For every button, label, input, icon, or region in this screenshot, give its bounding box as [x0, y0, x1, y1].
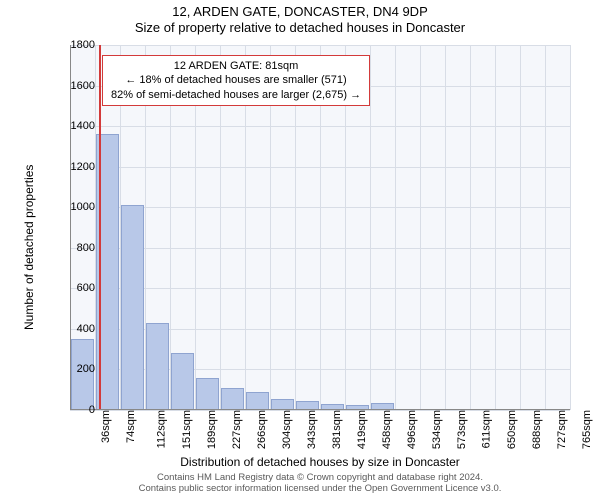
footer-line-1: Contains HM Land Registry data © Crown c… [70, 472, 570, 483]
gridline-v [445, 45, 446, 410]
info-line-2: ← 18% of detached houses are smaller (57… [111, 73, 361, 87]
y-axis-label: Number of detached properties [22, 165, 36, 330]
gridline-v [495, 45, 496, 410]
footer: Contains HM Land Registry data © Crown c… [70, 472, 570, 495]
x-axis-line [70, 409, 570, 410]
x-tick-label: 688sqm [531, 410, 543, 449]
x-tick-label: 266sqm [256, 410, 268, 449]
x-tick-label: 74sqm [125, 410, 137, 443]
x-tick-label: 381sqm [331, 410, 343, 449]
y-axis-line [70, 45, 71, 410]
x-tick-label: 304sqm [281, 410, 293, 449]
histogram-bar [171, 353, 194, 410]
y-tick-label: 1600 [55, 80, 95, 92]
x-tick-label: 727sqm [556, 410, 568, 449]
x-tick-label: 650sqm [506, 410, 518, 449]
x-tick-label: 534sqm [431, 410, 443, 449]
histogram-bar [121, 205, 144, 410]
y-tick-label: 1000 [55, 201, 95, 213]
page: 12, ARDEN GATE, DONCASTER, DN4 9DP Size … [0, 0, 600, 500]
x-tick-label: 189sqm [206, 410, 218, 449]
page-subtitle: Size of property relative to detached ho… [0, 19, 600, 35]
gridline-v [370, 45, 371, 410]
histogram-bar [246, 392, 269, 410]
x-tick-label: 496sqm [406, 410, 418, 449]
y-tick-label: 800 [55, 242, 95, 254]
x-tick-label: 611sqm [480, 410, 492, 448]
x-tick-label: 419sqm [356, 410, 368, 449]
info-line-1: 12 ARDEN GATE: 81sqm [111, 59, 361, 73]
gridline-v [470, 45, 471, 410]
histogram-bar [146, 323, 169, 410]
x-tick-label: 36sqm [100, 410, 112, 443]
histogram-bar [221, 388, 244, 410]
x-tick-label: 765sqm [581, 410, 593, 449]
gridline-v [520, 45, 521, 410]
y-tick-label: 1400 [55, 120, 95, 132]
gridline-v [395, 45, 396, 410]
x-axis-label: Distribution of detached houses by size … [70, 455, 570, 469]
plot-area: 12 ARDEN GATE: 81sqm ← 18% of detached h… [70, 45, 570, 410]
gridline-v [570, 45, 571, 410]
y-tick-label: 200 [55, 363, 95, 375]
page-title: 12, ARDEN GATE, DONCASTER, DN4 9DP [0, 0, 600, 19]
x-tick-label: 112sqm [155, 410, 167, 448]
gridline-h [70, 410, 570, 411]
gridline-v [545, 45, 546, 410]
y-tick-label: 1200 [55, 161, 95, 173]
y-tick-label: 1800 [55, 39, 95, 51]
x-tick-label: 227sqm [231, 410, 243, 449]
footer-line-2: Contains public sector information licen… [70, 483, 570, 494]
y-tick-label: 600 [55, 282, 95, 294]
x-tick-label: 343sqm [306, 410, 318, 449]
x-tick-label: 151sqm [181, 410, 193, 449]
histogram-bar [196, 378, 219, 410]
y-tick-label: 0 [55, 404, 95, 416]
x-tick-label: 458sqm [381, 410, 393, 449]
y-tick-label: 400 [55, 323, 95, 335]
info-box: 12 ARDEN GATE: 81sqm ← 18% of detached h… [102, 55, 370, 106]
x-tick-label: 573sqm [456, 410, 468, 449]
info-line-3: 82% of semi-detached houses are larger (… [111, 88, 361, 102]
gridline-v [420, 45, 421, 410]
